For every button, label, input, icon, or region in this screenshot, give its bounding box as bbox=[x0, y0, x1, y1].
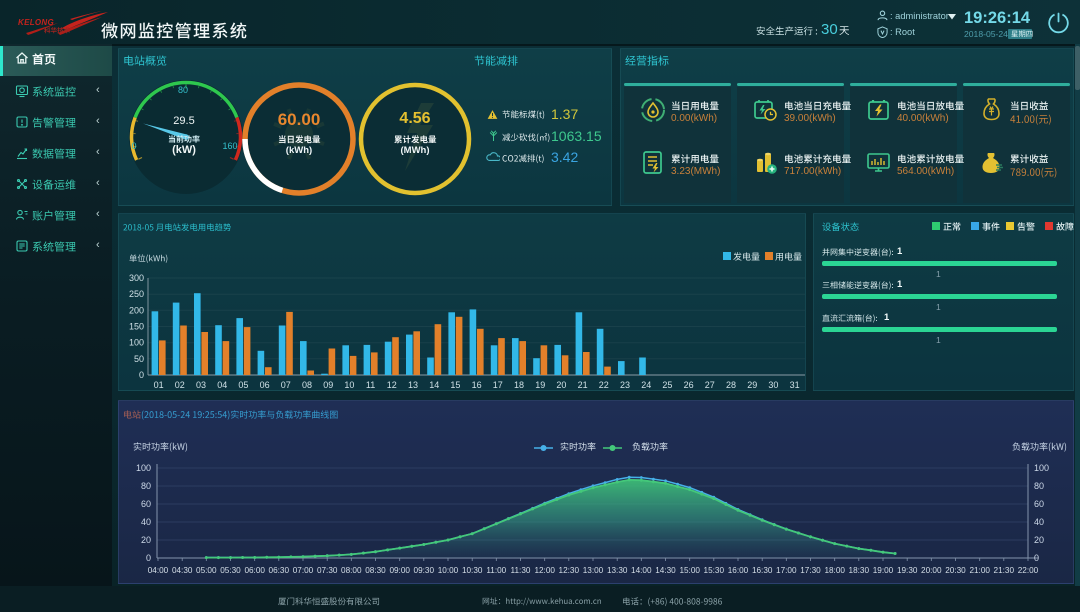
svg-text:150: 150 bbox=[129, 322, 144, 332]
svg-text:16:30: 16:30 bbox=[752, 566, 773, 575]
svg-text:21: 21 bbox=[578, 380, 588, 390]
svg-text:18: 18 bbox=[514, 380, 524, 390]
svg-text:100: 100 bbox=[1034, 463, 1049, 473]
svg-text:29: 29 bbox=[747, 380, 757, 390]
svg-text:06:00: 06:00 bbox=[244, 566, 265, 575]
svg-text:05: 05 bbox=[238, 380, 248, 390]
svg-text:07:30: 07:30 bbox=[317, 566, 338, 575]
svg-text:KELONG: KELONG bbox=[18, 18, 54, 27]
svg-text:0: 0 bbox=[1034, 553, 1039, 563]
svg-text:04: 04 bbox=[217, 380, 227, 390]
svg-text:04:30: 04:30 bbox=[172, 566, 193, 575]
svg-text:14: 14 bbox=[429, 380, 439, 390]
svg-text:15:00: 15:00 bbox=[679, 566, 700, 575]
svg-text:09:30: 09:30 bbox=[414, 566, 435, 575]
svg-text:06: 06 bbox=[260, 380, 270, 390]
svg-text:20:00: 20:00 bbox=[921, 566, 942, 575]
svg-text:80: 80 bbox=[1034, 481, 1044, 491]
svg-text:12: 12 bbox=[387, 380, 397, 390]
svg-text:22: 22 bbox=[599, 380, 609, 390]
svg-text:19: 19 bbox=[535, 380, 545, 390]
svg-text:20: 20 bbox=[556, 380, 566, 390]
svg-text:40: 40 bbox=[1034, 517, 1044, 527]
svg-text:07:00: 07:00 bbox=[293, 566, 314, 575]
svg-text:13:30: 13:30 bbox=[607, 566, 628, 575]
svg-text:16: 16 bbox=[472, 380, 482, 390]
svg-text:250: 250 bbox=[129, 289, 144, 299]
svg-text:02: 02 bbox=[175, 380, 185, 390]
svg-text:10: 10 bbox=[344, 380, 354, 390]
svg-text:100: 100 bbox=[129, 338, 144, 348]
svg-text:31: 31 bbox=[790, 380, 800, 390]
svg-text:24: 24 bbox=[641, 380, 651, 390]
svg-text:08:00: 08:00 bbox=[341, 566, 362, 575]
svg-text:300: 300 bbox=[129, 273, 144, 283]
svg-text:200: 200 bbox=[129, 305, 144, 315]
svg-text:100: 100 bbox=[136, 463, 151, 473]
svg-text:21:00: 21:00 bbox=[969, 566, 990, 575]
svg-text:15:30: 15:30 bbox=[704, 566, 725, 575]
svg-text:08: 08 bbox=[302, 380, 312, 390]
svg-text:23: 23 bbox=[620, 380, 630, 390]
svg-text:07: 07 bbox=[281, 380, 291, 390]
svg-text:05:00: 05:00 bbox=[196, 566, 217, 575]
svg-text:40: 40 bbox=[141, 517, 151, 527]
svg-text:14:30: 14:30 bbox=[655, 566, 676, 575]
svg-text:20: 20 bbox=[1034, 535, 1044, 545]
svg-text:03: 03 bbox=[196, 380, 206, 390]
svg-text:60: 60 bbox=[1034, 499, 1044, 509]
svg-text:16:00: 16:00 bbox=[728, 566, 749, 575]
svg-text:08:30: 08:30 bbox=[365, 566, 386, 575]
svg-text:0: 0 bbox=[146, 553, 151, 563]
svg-text:80: 80 bbox=[141, 481, 151, 491]
svg-text:15: 15 bbox=[450, 380, 460, 390]
svg-text:20: 20 bbox=[141, 535, 151, 545]
svg-text:27: 27 bbox=[705, 380, 715, 390]
svg-text:22:00: 22:00 bbox=[1018, 566, 1039, 575]
svg-text:25: 25 bbox=[662, 380, 672, 390]
svg-text:28: 28 bbox=[726, 380, 736, 390]
svg-text:09: 09 bbox=[323, 380, 333, 390]
svg-text:13: 13 bbox=[408, 380, 418, 390]
svg-text:19:00: 19:00 bbox=[873, 566, 894, 575]
svg-text:18:30: 18:30 bbox=[849, 566, 870, 575]
svg-text:19:30: 19:30 bbox=[897, 566, 918, 575]
svg-text:18:00: 18:00 bbox=[824, 566, 845, 575]
svg-text:50: 50 bbox=[134, 354, 144, 364]
svg-text:09:00: 09:00 bbox=[389, 566, 410, 575]
svg-text:60: 60 bbox=[141, 499, 151, 509]
svg-text:13:00: 13:00 bbox=[583, 566, 604, 575]
svg-text:30: 30 bbox=[768, 380, 778, 390]
svg-text:11:30: 11:30 bbox=[511, 566, 531, 575]
svg-text:26: 26 bbox=[684, 380, 694, 390]
svg-text:12:00: 12:00 bbox=[534, 566, 555, 575]
svg-text:04:00: 04:00 bbox=[148, 566, 169, 575]
svg-text:20:30: 20:30 bbox=[945, 566, 966, 575]
svg-text:17:00: 17:00 bbox=[776, 566, 797, 575]
svg-text:12:30: 12:30 bbox=[559, 566, 580, 575]
svg-text:17: 17 bbox=[493, 380, 503, 390]
svg-text:10:30: 10:30 bbox=[462, 566, 483, 575]
svg-text:05:30: 05:30 bbox=[220, 566, 241, 575]
svg-text:21:30: 21:30 bbox=[994, 566, 1015, 575]
svg-text:06:30: 06:30 bbox=[269, 566, 290, 575]
svg-text:0: 0 bbox=[139, 370, 144, 380]
svg-text:14:00: 14:00 bbox=[631, 566, 652, 575]
svg-text:10:00: 10:00 bbox=[438, 566, 459, 575]
svg-text:11:00: 11:00 bbox=[486, 566, 506, 575]
svg-text:11: 11 bbox=[366, 380, 375, 390]
svg-text:01: 01 bbox=[154, 380, 164, 390]
svg-text:17:30: 17:30 bbox=[800, 566, 821, 575]
